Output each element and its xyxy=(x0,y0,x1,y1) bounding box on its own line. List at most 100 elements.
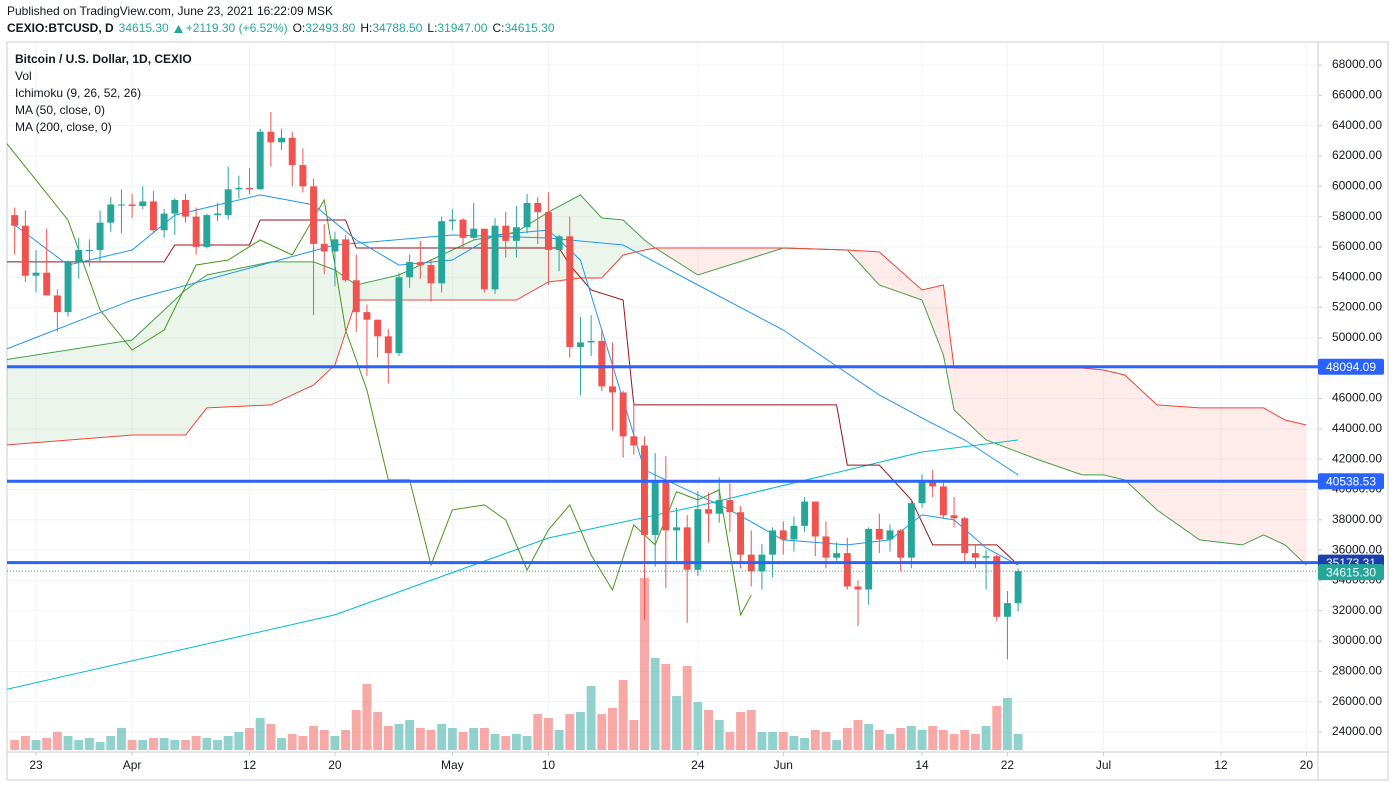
last-price-label: 34615.30 xyxy=(1326,565,1376,579)
volume-bar xyxy=(383,726,393,750)
candle-body xyxy=(53,295,61,313)
candle-body xyxy=(459,219,467,238)
volume-bar xyxy=(469,728,479,750)
volume-bar xyxy=(31,740,41,750)
volume-bar xyxy=(287,734,297,750)
volume-bar xyxy=(554,730,564,750)
candle-body xyxy=(726,500,734,513)
y-tick-label: 52000.00 xyxy=(1332,300,1382,314)
ohlc-key: C: xyxy=(492,21,505,35)
candle-body xyxy=(352,280,360,313)
volume-bar xyxy=(159,738,169,750)
candle-body xyxy=(534,202,542,213)
candle-body xyxy=(64,262,72,313)
volume-bar xyxy=(234,732,244,750)
volume-bar xyxy=(138,740,148,750)
volume-bar xyxy=(415,728,425,750)
volume-bar xyxy=(853,720,863,750)
candle-body xyxy=(214,213,221,216)
volume-bar xyxy=(885,734,895,750)
volume-bar xyxy=(148,738,158,750)
candle-body xyxy=(897,530,905,558)
cloud-fill xyxy=(623,219,645,255)
volume-bar xyxy=(896,728,906,750)
candle-body xyxy=(961,518,969,554)
candle-body xyxy=(651,480,659,535)
candle-body xyxy=(918,481,926,504)
volume-bar xyxy=(992,706,1002,750)
cloud-fill xyxy=(922,284,944,356)
candle-body xyxy=(182,199,189,217)
volume-bar xyxy=(255,718,265,750)
candle-body xyxy=(310,186,318,244)
candle-body xyxy=(939,486,947,516)
candle-body xyxy=(491,225,499,290)
cloud-fill xyxy=(356,274,399,300)
candle-body xyxy=(320,243,328,252)
candle-body xyxy=(288,137,296,166)
volume-bar xyxy=(84,738,94,750)
candle-body xyxy=(854,586,862,590)
candle-body xyxy=(566,236,574,347)
volume-bar xyxy=(597,714,607,750)
candle-body xyxy=(587,340,595,343)
cloud-fill xyxy=(334,269,357,366)
ohlc-value: 34788.50 xyxy=(372,21,423,35)
x-tick-label: 24 xyxy=(691,758,705,772)
volume-bar xyxy=(682,666,692,750)
candle-body xyxy=(619,392,627,437)
candle-body xyxy=(21,225,29,276)
volume-bar xyxy=(981,726,991,750)
y-tick-label: 56000.00 xyxy=(1332,239,1382,253)
volume-bar xyxy=(629,720,639,750)
cloud-fill xyxy=(1199,407,1243,545)
candle-body xyxy=(641,445,648,535)
candle-body xyxy=(523,202,531,228)
candle-body xyxy=(694,509,702,570)
candle-body xyxy=(203,215,211,247)
candle-body xyxy=(107,204,115,223)
cloud-fill xyxy=(1103,370,1125,480)
cloud-fill xyxy=(1124,375,1157,510)
x-tick-label: 20 xyxy=(328,758,342,772)
volume-bar xyxy=(672,696,681,750)
volume-bar xyxy=(938,730,948,750)
volume-bar xyxy=(810,730,820,750)
candle-body xyxy=(544,212,552,250)
volume-bar xyxy=(874,730,884,750)
volume-bar xyxy=(800,738,810,750)
y-tick-label: 54000.00 xyxy=(1332,269,1382,283)
candle-body xyxy=(470,228,478,238)
volume-bar xyxy=(309,726,319,750)
volume-bar xyxy=(191,736,201,750)
base-line xyxy=(7,219,1019,566)
candle-body xyxy=(576,342,584,347)
volume-bar xyxy=(447,728,457,750)
candle-body xyxy=(117,204,125,206)
candle-body xyxy=(598,340,606,387)
y-tick-label: 68000.00 xyxy=(1332,57,1382,71)
published-line: Published on TradingView.com, June 23, 2… xyxy=(7,3,555,20)
y-tick-label: 30000.00 xyxy=(1332,633,1382,647)
candle-body xyxy=(480,228,488,290)
volume-bar xyxy=(565,714,575,750)
level-label-bg xyxy=(1318,473,1384,490)
candle-body xyxy=(673,527,680,531)
volume-bar xyxy=(511,734,521,750)
candle-body xyxy=(427,265,435,284)
volume-bar xyxy=(266,724,276,750)
volume-bar xyxy=(522,736,532,750)
volume-bar xyxy=(704,710,714,750)
candle-body xyxy=(683,527,691,570)
volume-bar xyxy=(821,732,831,750)
candle-body xyxy=(85,249,93,251)
candle-body xyxy=(267,131,275,143)
cloud-fill xyxy=(580,194,602,279)
x-tick-label: 12 xyxy=(243,758,257,772)
volume-bar xyxy=(832,740,842,750)
volume-bar xyxy=(20,736,30,750)
last-price-label-bg xyxy=(1318,564,1384,581)
y-tick-label: 38000.00 xyxy=(1332,512,1382,526)
volume-bar xyxy=(245,728,254,750)
